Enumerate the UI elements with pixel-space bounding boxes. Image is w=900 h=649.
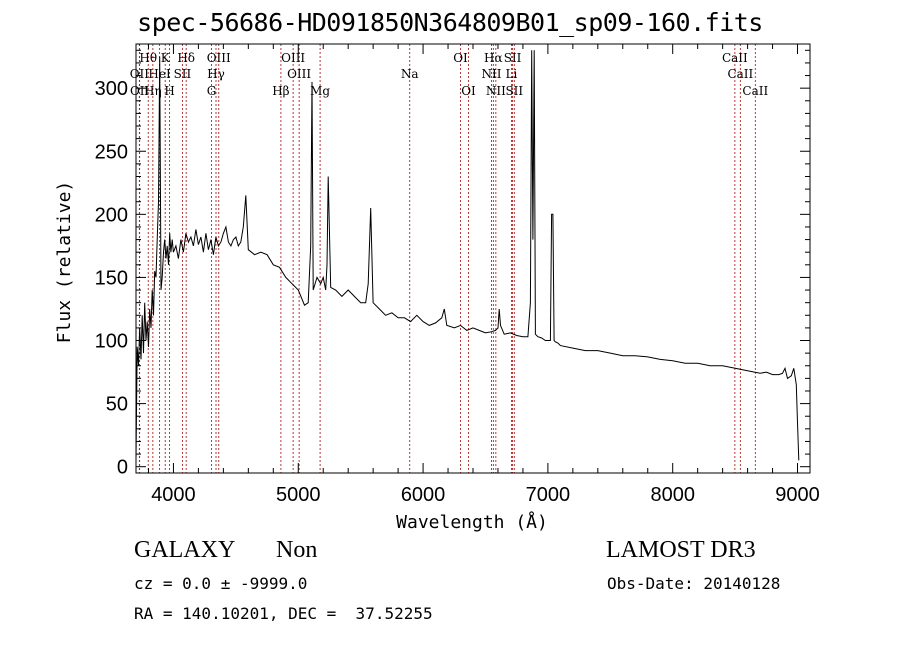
line-marker-label-16: Na: [401, 67, 419, 81]
y-tick-label: 50: [106, 394, 128, 416]
line-marker-label-23: Li: [506, 67, 518, 81]
y-tick-label: 0: [117, 457, 128, 479]
y-axis-label: Flux (relative): [54, 181, 75, 344]
x-axis-ticks: 4000 5000 6000 7000 8000 9000: [147, 44, 820, 506]
line-marker-label-24: SII: [505, 84, 523, 98]
line-marker-label-8: SII: [174, 67, 192, 81]
line-marker-label-1: OII: [130, 84, 150, 98]
y-tick-label: 100: [95, 331, 128, 353]
spectrum-line: [135, 50, 800, 461]
line-markers: [138, 44, 756, 473]
line-marker-label-15: Mg: [310, 84, 330, 98]
coordinates-line: RA = 140.10201, DEC = 37.52255: [134, 604, 433, 623]
line-marker-label-12: Hβ: [272, 84, 289, 98]
line-marker-label-21: NII: [486, 84, 506, 98]
y-tick-label: 150: [95, 267, 128, 289]
line-marker-label-3: Hη: [144, 84, 162, 98]
x-tick-label: 4000: [151, 484, 196, 506]
y-tick-label: 300: [95, 78, 128, 100]
x-tick-label: 5000: [276, 484, 321, 506]
x-axis-label: Wavelength (Å): [396, 511, 548, 533]
object-subclass: Non: [276, 537, 318, 563]
y-tick-label: 250: [95, 141, 128, 163]
plot-frame: [135, 43, 811, 474]
line-marker-label-22: SII: [504, 51, 522, 65]
chart-title: spec-56686-HD091850N364809B01_sp09-160.f…: [137, 8, 763, 37]
line-marker-label-7: Hδ: [177, 51, 195, 65]
line-marker-label-2: Hθ: [139, 51, 157, 65]
line-marker-label-5: K: [161, 51, 171, 65]
line-marker-label-9: G: [207, 84, 217, 98]
line-marker-label-17: OI: [453, 51, 468, 65]
line-marker-label-18: OI: [461, 84, 476, 98]
line-marker-label-20: NII: [481, 67, 501, 81]
x-tick-label: 9000: [775, 484, 820, 506]
line-marker-label-0: OII: [130, 67, 150, 81]
x-tick-label: 7000: [526, 484, 571, 506]
object-class: GALAXY: [134, 537, 236, 563]
y-axis-ticks: 0 50 100 150 200 250 300: [95, 49, 810, 479]
line-marker-label-6: H: [164, 84, 174, 98]
line-marker-label-27: CaII: [742, 84, 768, 98]
line-marker-label-14: OIII: [287, 67, 311, 81]
redshift-line: cz = 0.0 ± -9999.0: [134, 574, 308, 593]
line-marker-labels: OIIOIIHθHηHeIKHHδSIIGOIIIHγHβOIIIOIIIMgN…: [130, 51, 769, 98]
x-tick-label: 8000: [650, 484, 695, 506]
line-marker-label-26: CaII: [727, 67, 753, 81]
line-marker-label-10: OIII: [207, 51, 231, 65]
line-marker-label-25: CaII: [722, 51, 748, 65]
y-tick-label: 200: [95, 204, 128, 226]
x-tick-label: 6000: [401, 484, 446, 506]
survey-name: LAMOST DR3: [606, 537, 756, 563]
line-marker-label-19: Hα: [484, 51, 503, 65]
line-marker-label-13: OIII: [281, 51, 305, 65]
observation-date: Obs-Date: 20140128: [607, 574, 781, 593]
line-marker-label-11: Hγ: [207, 67, 225, 81]
